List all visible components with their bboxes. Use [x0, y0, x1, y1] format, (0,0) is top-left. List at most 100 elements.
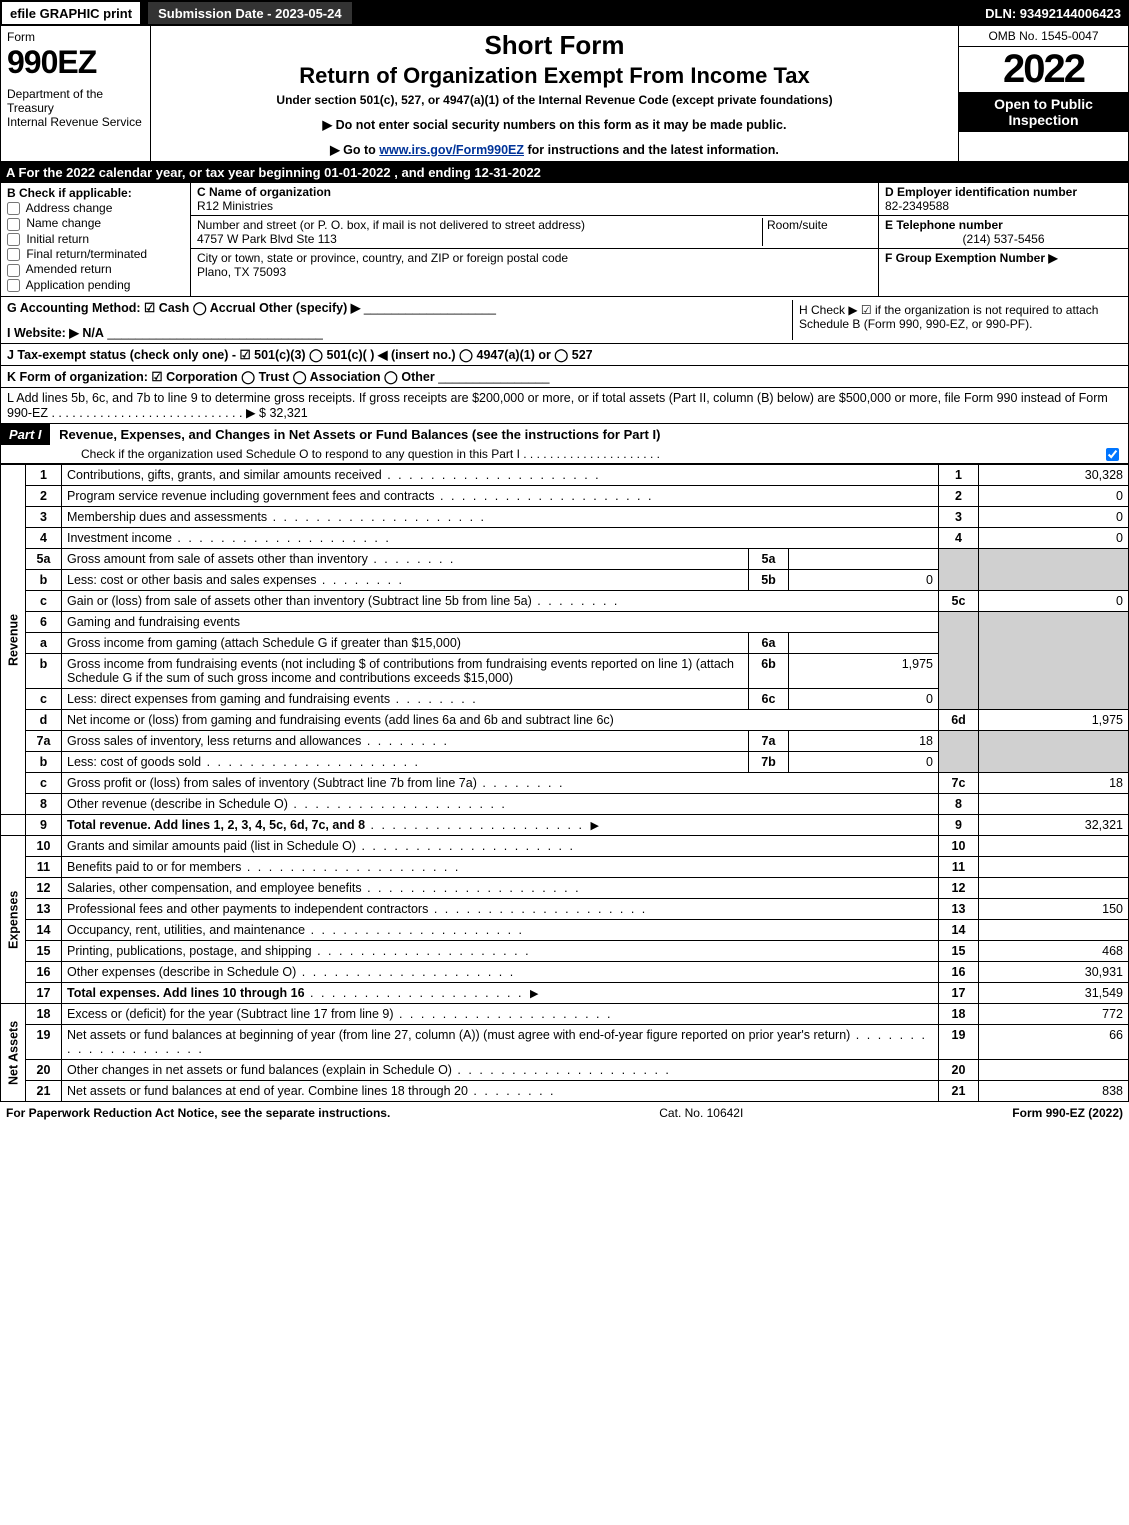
- form-number: 990EZ: [7, 44, 144, 81]
- line-5a-desc: Gross amount from sale of assets other t…: [62, 549, 749, 570]
- line-16-desc: Other expenses (describe in Schedule O): [62, 962, 939, 983]
- line-7ab-grey: [939, 731, 979, 773]
- chk-address-change[interactable]: Address change: [7, 201, 184, 215]
- line-12-val: [979, 878, 1129, 899]
- line-7a-midlbl: 7a: [749, 731, 789, 752]
- line-5b-midlbl: 5b: [749, 570, 789, 591]
- footer-left: For Paperwork Reduction Act Notice, see …: [6, 1106, 390, 1120]
- b-opt-1: Name change: [26, 216, 101, 230]
- line-9-num: 9: [26, 815, 62, 836]
- b-heading: B Check if applicable:: [7, 186, 184, 200]
- dln-label: DLN: 93492144006423: [977, 0, 1129, 26]
- c-street-cell: Number and street (or P. O. box, if mail…: [191, 216, 878, 249]
- section-b: B Check if applicable: Address change Na…: [1, 183, 191, 296]
- form-word: Form: [7, 30, 144, 44]
- room-suite-label: Room/suite: [767, 218, 828, 232]
- chk-name-change[interactable]: Name change: [7, 216, 184, 230]
- omb-number: OMB No. 1545-0047: [959, 26, 1128, 47]
- line-17-rnum: 17: [939, 983, 979, 1004]
- b-opt-2: Initial return: [26, 232, 89, 246]
- line-8-rnum: 8: [939, 794, 979, 815]
- org-city: Plano, TX 75093: [197, 265, 286, 279]
- line-14-rnum: 14: [939, 920, 979, 941]
- line-5b-midval: 0: [789, 570, 939, 591]
- c-city-cell: City or town, state or province, country…: [191, 249, 878, 281]
- line-5c-num: c: [26, 591, 62, 612]
- note2-pre: ▶ Go to: [330, 143, 379, 157]
- line-10-val: [979, 836, 1129, 857]
- row-l: L Add lines 5b, 6c, and 7b to line 9 to …: [0, 388, 1129, 424]
- line-7b-midval: 0: [789, 752, 939, 773]
- chk-amended-return[interactable]: Amended return: [7, 262, 184, 276]
- line-6a-desc: Gross income from gaming (attach Schedul…: [62, 633, 749, 654]
- line-5b-desc: Less: cost or other basis and sales expe…: [62, 570, 749, 591]
- line-6b-num: b: [26, 654, 62, 689]
- line-21-desc: Net assets or fund balances at end of ye…: [62, 1081, 939, 1102]
- part1-schedule-o-checkbox[interactable]: [1106, 447, 1122, 461]
- line-20-val: [979, 1060, 1129, 1081]
- footer-formref: Form 990-EZ (2022): [1012, 1106, 1123, 1120]
- open-public-inspection: Open to Public Inspection: [959, 92, 1128, 132]
- line-20-rnum: 20: [939, 1060, 979, 1081]
- line-6c-desc: Less: direct expenses from gaming and fu…: [62, 689, 749, 710]
- ssn-warning: ▶ Do not enter social security numbers o…: [161, 117, 948, 132]
- line-15-val: 468: [979, 941, 1129, 962]
- line-14-num: 14: [26, 920, 62, 941]
- line-11-num: 11: [26, 857, 62, 878]
- line-6-desc: Gaming and fundraising events: [62, 612, 939, 633]
- line-8-num: 8: [26, 794, 62, 815]
- line-2-desc: Program service revenue including govern…: [62, 486, 939, 507]
- line-3-num: 3: [26, 507, 62, 528]
- line-13-desc: Professional fees and other payments to …: [62, 899, 939, 920]
- f-heading: F Group Exemption Number ▶: [885, 251, 1058, 265]
- b-opt-4: Amended return: [26, 262, 112, 276]
- sidelabel-expenses: Expenses: [1, 836, 26, 1004]
- line-5c-val: 0: [979, 591, 1129, 612]
- row-a-calendar-year: A For the 2022 calendar year, or tax yea…: [0, 162, 1129, 183]
- sidelabel-netassets: Net Assets: [1, 1004, 26, 1102]
- line-17-val: 31,549: [979, 983, 1129, 1004]
- form-title: Return of Organization Exempt From Incom…: [161, 63, 948, 89]
- line-7b-midlbl: 7b: [749, 752, 789, 773]
- line-6d-val: 1,975: [979, 710, 1129, 731]
- chk-initial-return[interactable]: Initial return: [7, 232, 184, 246]
- section-b-to-f: B Check if applicable: Address change Na…: [0, 183, 1129, 297]
- line-13-val: 150: [979, 899, 1129, 920]
- e-cell: E Telephone number (214) 537-5456: [879, 216, 1128, 249]
- page-footer: For Paperwork Reduction Act Notice, see …: [0, 1102, 1129, 1124]
- irs-link[interactable]: www.irs.gov/Form990EZ: [379, 143, 524, 157]
- line-2-val: 0: [979, 486, 1129, 507]
- org-name: R12 Ministries: [197, 199, 273, 213]
- line-7ab-grey-val: [979, 731, 1129, 773]
- line-12-rnum: 12: [939, 878, 979, 899]
- line-17-num: 17: [26, 983, 62, 1004]
- short-form-label: Short Form: [161, 30, 948, 61]
- efile-print-button[interactable]: efile GRAPHIC print: [0, 0, 142, 26]
- line-12-num: 12: [26, 878, 62, 899]
- form-header: Form 990EZ Department of the Treasury In…: [0, 26, 1129, 162]
- line-7a-num: 7a: [26, 731, 62, 752]
- i-website: I Website: ▶ N/A _______________________…: [7, 325, 792, 340]
- line-6c-midlbl: 6c: [749, 689, 789, 710]
- line-1-val: 30,328: [979, 465, 1129, 486]
- row-k: K Form of organization: ☑ Corporation ◯ …: [0, 366, 1129, 388]
- line-6b-midlbl: 6b: [749, 654, 789, 689]
- part1-title: Revenue, Expenses, and Changes in Net As…: [53, 424, 666, 445]
- line-6c-midval: 0: [789, 689, 939, 710]
- d-cell: D Employer identification number 82-2349…: [879, 183, 1128, 216]
- phone-value: (214) 537-5456: [885, 232, 1122, 246]
- chk-final-return[interactable]: Final return/terminated: [7, 247, 184, 261]
- chk-application-pending[interactable]: Application pending: [7, 278, 184, 292]
- line-5ab-grey: [939, 549, 979, 591]
- line-16-rnum: 16: [939, 962, 979, 983]
- line-6-grey: [939, 612, 979, 710]
- line-15-desc: Printing, publications, postage, and shi…: [62, 941, 939, 962]
- sidelabel-revenue: Revenue: [1, 465, 26, 815]
- org-street: 4757 W Park Blvd Ste 113: [197, 232, 337, 246]
- line-7c-num: c: [26, 773, 62, 794]
- c-street-label: Number and street (or P. O. box, if mail…: [197, 218, 762, 232]
- line-5a-num: 5a: [26, 549, 62, 570]
- f-cell: F Group Exemption Number ▶: [879, 249, 1128, 267]
- line-18-rnum: 18: [939, 1004, 979, 1025]
- line-21-val: 838: [979, 1081, 1129, 1102]
